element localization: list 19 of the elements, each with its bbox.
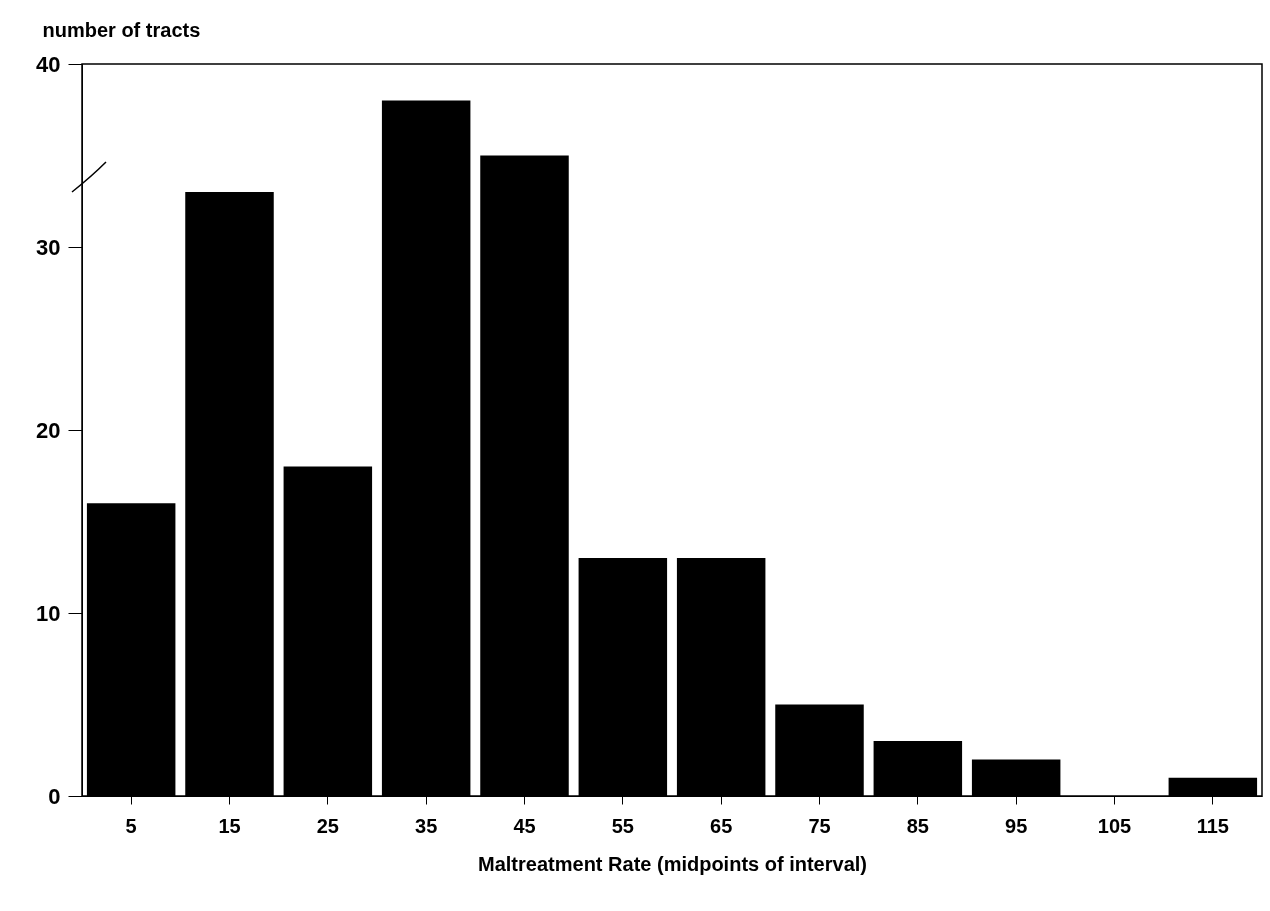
x-tick-label: 85 [906, 814, 929, 837]
y-tick-label: 40 [36, 51, 61, 77]
x-tick-label: 65 [710, 814, 733, 837]
x-tick-label: 75 [808, 814, 831, 837]
x-tick-label: 95 [1005, 814, 1028, 837]
x-axis-title: Maltreatment Rate (midpoints of interval) [478, 852, 867, 875]
y-tick-label: 30 [36, 234, 61, 260]
x-tick-label: 55 [611, 814, 634, 837]
x-tick-label: 105 [1097, 814, 1132, 837]
x-tick-label: 25 [316, 814, 339, 837]
x-tick-label: 5 [125, 814, 137, 837]
y-tick-label: 0 [48, 783, 61, 809]
x-tick-label: 45 [513, 814, 536, 837]
x-tick-label: 115 [1196, 814, 1229, 837]
y-tick-label: 10 [36, 600, 61, 626]
x-tick-label: 35 [415, 814, 438, 837]
y-tick-label: 20 [36, 417, 61, 443]
y-axis-title: number of tracts [42, 18, 201, 41]
x-tick-label: 15 [218, 814, 241, 837]
